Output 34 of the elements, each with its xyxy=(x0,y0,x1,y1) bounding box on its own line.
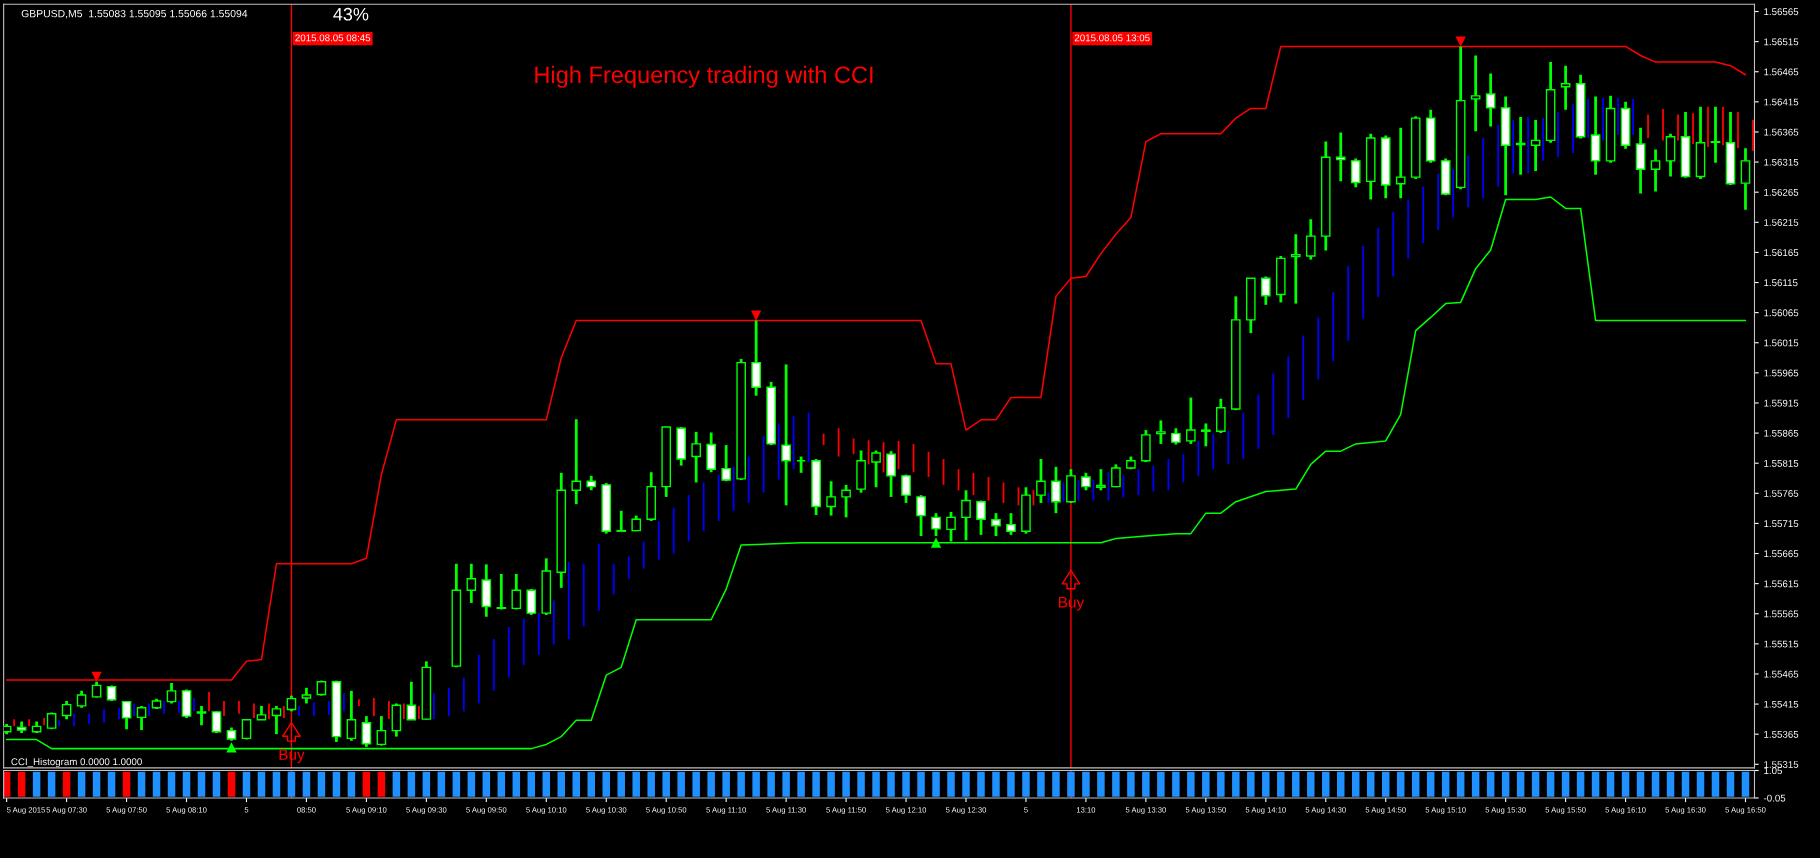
y-tick-label: 1.56415 xyxy=(1764,98,1799,106)
y-tick-label: 1.56115 xyxy=(1764,279,1798,287)
y-tick-label: 1.56015 xyxy=(1764,339,1799,347)
y-tick-label: 1.56365 xyxy=(1764,128,1799,136)
y-tick-label: 1.56265 xyxy=(1764,188,1799,196)
y-tick-label: 1.56065 xyxy=(1764,309,1799,317)
annotation: GBPUSD,M5 1.55083 1.55095 1.55066 1.55094 xyxy=(21,9,248,19)
ref-line-label: 2015.08.05 08:45 xyxy=(295,34,371,42)
y-tick-label: 1.56215 xyxy=(1764,219,1799,226)
y-tick-label: 1.55665 xyxy=(1764,550,1799,558)
text: High Frequency trading with CCI xyxy=(535,65,873,88)
chart-title: CCI_Histogram 0.0000 1.0000 xyxy=(11,757,142,768)
y-tick-label: 1.55365 xyxy=(1764,730,1799,738)
y-tick-label: 1.55815 xyxy=(1764,459,1799,467)
y-tick-label: 1.56465 xyxy=(1764,68,1799,76)
y-tick-label: 1.55415 xyxy=(1764,700,1799,708)
y-tick-label: 1.55715 xyxy=(1764,520,1799,528)
y-tick-label: 1.56315 xyxy=(1764,158,1799,166)
y-tick-label: 1.56515 xyxy=(1764,38,1799,46)
y-tick-label: 1.55465 xyxy=(1764,670,1799,678)
y-tick-label: 1.55865 xyxy=(1764,429,1799,437)
y-tick-label: 1.56565 xyxy=(1764,8,1799,16)
y-tick-label: 1.55615 xyxy=(1764,580,1799,588)
y-tick-label: 1.05 xyxy=(1764,767,1783,775)
y-tick-label: 1.55965 xyxy=(1764,369,1799,377)
annotation: 43% xyxy=(333,7,369,21)
y-tick-label: 1.55315 xyxy=(1764,761,1799,768)
y-tick-label: 1.56165 xyxy=(1764,249,1799,257)
y-tick-label: 1.55515 xyxy=(1764,640,1799,648)
y-tick-label: 1.55565 xyxy=(1764,610,1799,618)
y-tick-label: 1.55915 xyxy=(1764,399,1799,407)
y-tick-label: -0.05 xyxy=(1763,794,1786,802)
ref-line-label: 2015.08.05 13:05 xyxy=(1074,34,1150,42)
y-tick-label: 1.55765 xyxy=(1764,490,1799,497)
